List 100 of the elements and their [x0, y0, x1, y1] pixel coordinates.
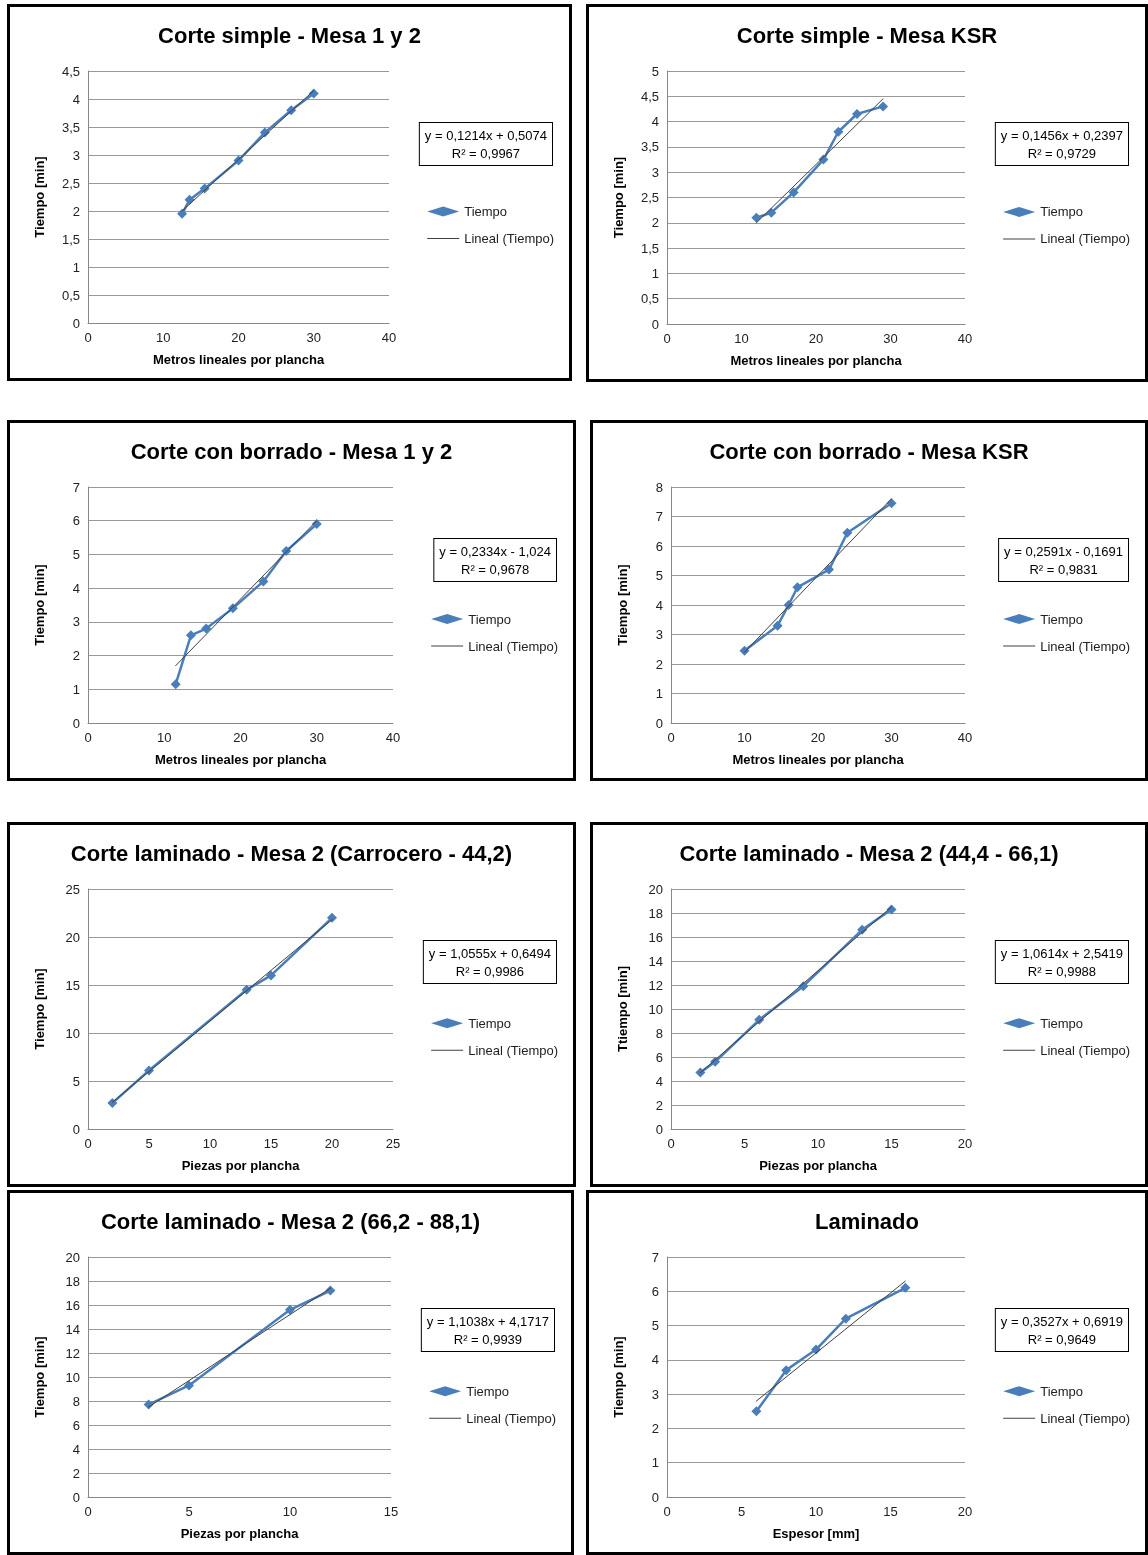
y-tick-label: 6: [72, 513, 80, 529]
y-tick-label: 2,5: [640, 190, 659, 205]
y-tick-label: 14: [648, 953, 663, 969]
point: [107, 1098, 118, 1109]
x-tick-label: 10: [282, 1504, 298, 1519]
chart-title: Corte laminado - Mesa 2 (44,4 - 66,1): [679, 840, 1059, 866]
y-tick-label: 15: [65, 977, 80, 993]
y-tick-label: 2: [651, 1420, 659, 1436]
legend-label: Lineal (Tiempo): [468, 638, 559, 654]
x-tick-label: 40: [385, 730, 401, 745]
y-tick-label: 2: [655, 1097, 663, 1113]
y-tick-label: 3: [651, 1386, 659, 1402]
legend-label: Tiempo: [1040, 1383, 1084, 1399]
y-tick-label: 6: [72, 1417, 80, 1433]
y-tick-label: 20: [648, 881, 663, 897]
text: R² = 0,9986: [455, 963, 525, 979]
text: y = 0,2591x - 0,1691: [1004, 543, 1124, 559]
text: y = 0,1456x + 0,2397: [1000, 127, 1123, 143]
legend-label: Tiempo: [468, 611, 512, 627]
y-tick-label: 3: [651, 164, 659, 180]
y-tick-label: 1: [651, 1455, 659, 1471]
x-axis-title: Piezas por plancha: [181, 1158, 301, 1173]
x-tick-label: 30: [306, 330, 321, 345]
y-tick-label: 7: [655, 509, 663, 524]
y-axis-title: Tiempo [min]: [32, 1336, 47, 1418]
text: y = 1,0555x + 0,6494: [428, 945, 551, 961]
x-axis-title: Metros lineales por plancha: [154, 752, 327, 767]
x-tick-label: 10: [202, 1136, 218, 1151]
chart-title: Corte laminado - Mesa 2 (Carrocero - 44,2): [70, 840, 513, 866]
point: [285, 1304, 295, 1315]
legend-label: Tiempo: [1040, 1015, 1084, 1031]
y-tick-label: 4: [655, 1073, 663, 1089]
x-tick-label: 0: [667, 1136, 675, 1151]
point: [878, 101, 889, 112]
point: [201, 623, 212, 634]
legend-label: Lineal (Tiempo): [464, 230, 555, 246]
y-tick-label: 1: [655, 686, 663, 701]
x-tick-label: 10: [156, 330, 171, 345]
text: R² = 0,9831: [1029, 561, 1098, 577]
x-axis-title: Metros lineales por plancha: [152, 352, 325, 367]
text: y = 1,1038x + 4,1717: [426, 1313, 549, 1329]
y-axis-title: Tiempo [min]: [32, 564, 47, 646]
point: [824, 564, 835, 575]
legend-label: Tiempo: [468, 1015, 512, 1031]
y-tick-label: 0: [72, 1489, 80, 1505]
text: y = 1,0614x + 2,5419: [1000, 945, 1123, 961]
x-axis-title: Piezas por plancha: [180, 1526, 300, 1541]
y-tick-label: 8: [72, 1393, 80, 1409]
y-tick-label: 4,5: [640, 88, 659, 104]
legend-label: Lineal (Tiempo): [1040, 1410, 1131, 1426]
y-tick-label: 4: [72, 1441, 80, 1457]
point: [792, 582, 803, 593]
legend-label: Tiempo: [464, 203, 508, 219]
x-tick-label: 30: [883, 331, 898, 346]
x-tick-label: 5: [145, 1136, 153, 1151]
y-tick-label: 5: [72, 1073, 80, 1089]
legend-label: Tiempo: [1040, 611, 1084, 627]
point: [258, 576, 269, 587]
x-tick-label: 5: [185, 1504, 193, 1519]
x-tick-label: 30: [309, 730, 324, 745]
text: y = 0,1214x + 0,5074: [424, 127, 547, 143]
y-tick-label: 12: [648, 977, 663, 993]
y-tick-label: 1,5: [61, 231, 80, 247]
y-tick-label: 0: [651, 1489, 659, 1505]
y-tick-label: 2: [72, 1465, 80, 1481]
x-tick-label: 20: [808, 331, 824, 346]
point: [184, 1380, 194, 1391]
x-axis-title: Metros lineales por plancha: [730, 353, 903, 368]
y-tick-label: 2: [72, 203, 80, 219]
y-tick-label: 4: [655, 597, 663, 613]
y-tick-label: 1: [72, 681, 80, 697]
text: R² = 0,9649: [1027, 1331, 1097, 1347]
x-tick-label: 0: [667, 730, 675, 745]
point: [833, 126, 844, 137]
point: [177, 208, 188, 219]
y-axis-title: Tiempo [min]: [611, 156, 626, 239]
x-tick-label: 20: [957, 1504, 973, 1519]
y-tick-label: 20: [65, 929, 80, 945]
point: [788, 187, 799, 198]
text: y = 0,3527x + 0,6919: [1000, 1313, 1123, 1329]
x-tick-label: 10: [734, 331, 749, 346]
x-tick-label: 5: [740, 1136, 749, 1151]
y-tick-label: 4,5: [61, 63, 80, 79]
y-tick-label: 3: [655, 627, 663, 642]
y-tick-label: 0: [72, 715, 80, 731]
x-tick-label: 20: [810, 730, 826, 745]
legend-label: Lineal (Tiempo): [1040, 231, 1131, 247]
x-tick-label: 20: [957, 1136, 973, 1151]
y-tick-label: 10: [65, 1025, 80, 1041]
y-tick-label: 12: [65, 1345, 80, 1361]
y-tick-label: 18: [65, 1273, 80, 1289]
y-tick-label: 0: [72, 315, 80, 331]
y-tick-label: 20: [65, 1249, 80, 1265]
x-tick-label: 25: [385, 1136, 401, 1151]
y-tick-label: 2: [651, 215, 659, 231]
y-axis-title: Tiempo [min]: [32, 968, 47, 1050]
chart-title: Laminado: [815, 1208, 919, 1234]
y-tick-label: 16: [648, 929, 663, 945]
y-tick-label: 3,5: [640, 139, 659, 155]
x-tick-label: 15: [383, 1504, 399, 1519]
